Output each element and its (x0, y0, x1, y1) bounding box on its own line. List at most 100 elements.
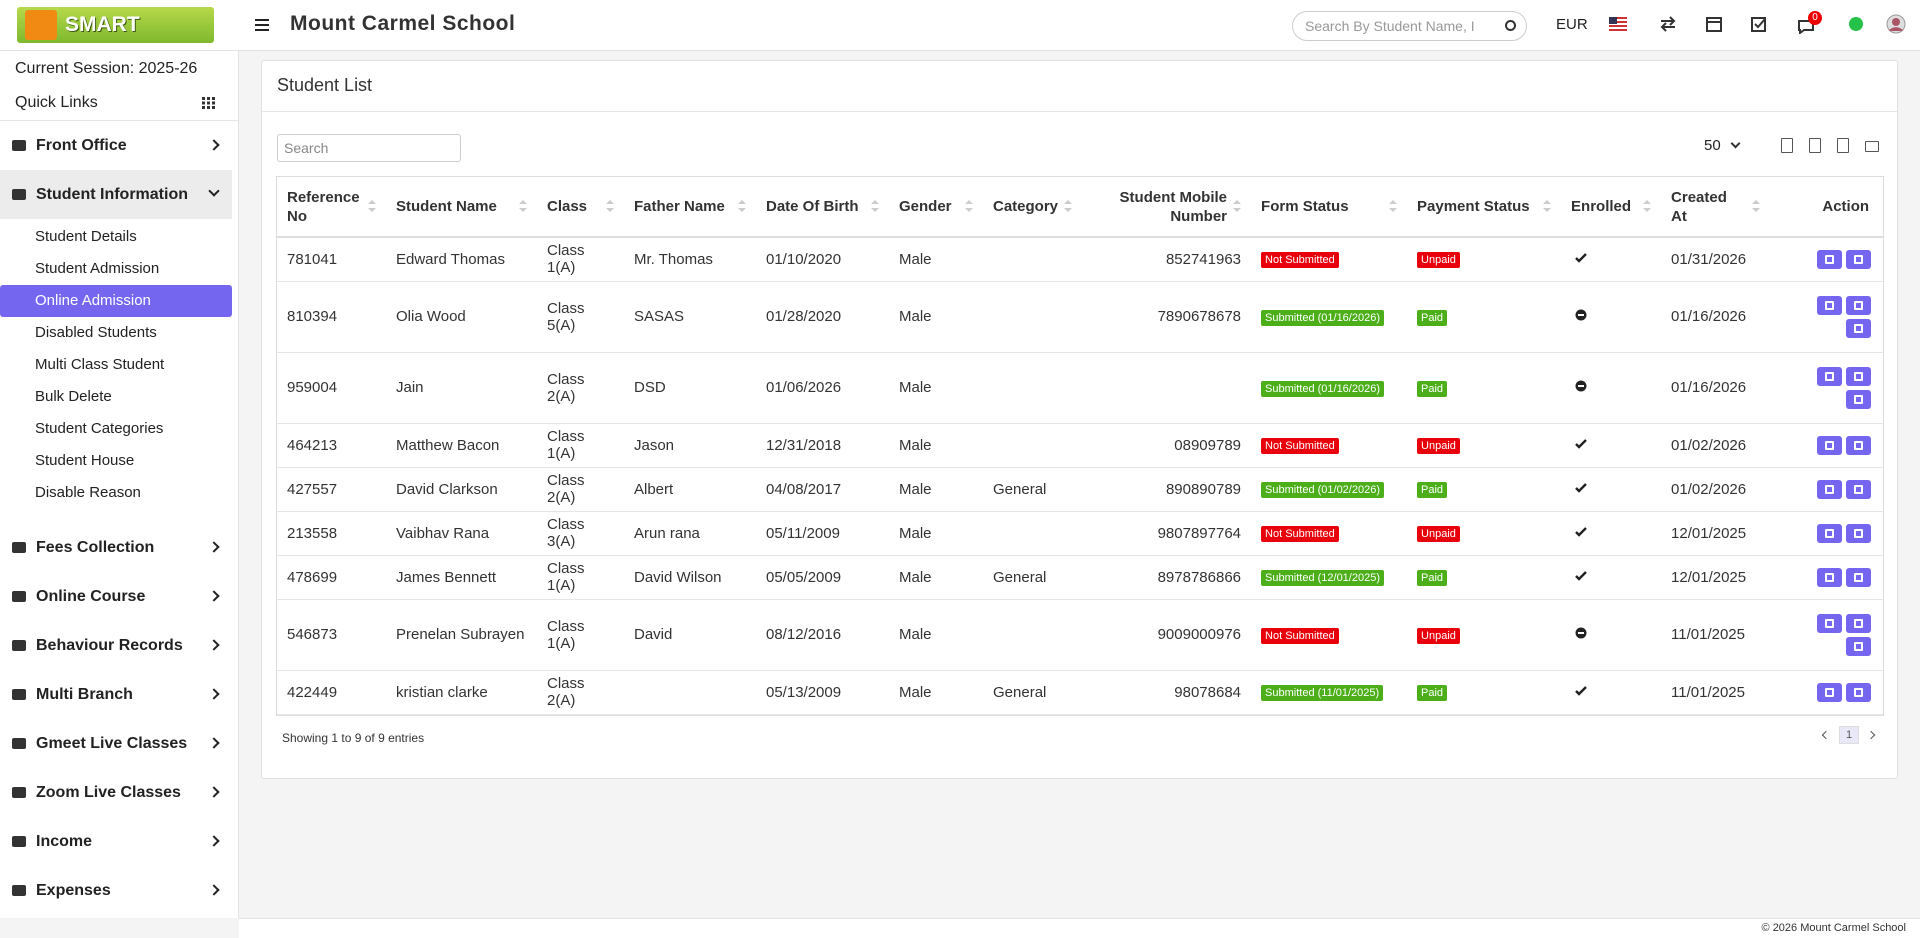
cell: kristian clarke (386, 670, 537, 715)
column-header[interactable]: Student Mobile Number (1082, 177, 1252, 238)
cell: 01/06/2026 (756, 352, 889, 424)
column-header[interactable]: Payment Status (1407, 177, 1562, 238)
export-csv[interactable] (1809, 138, 1821, 153)
submenu-item[interactable]: Disabled Students (35, 324, 157, 341)
menu-item[interactable]: Online Course (0, 572, 238, 621)
delete-button[interactable] (1846, 435, 1872, 455)
avatar[interactable] (1886, 14, 1906, 34)
print-button[interactable] (1817, 479, 1843, 499)
column-header[interactable]: Student Name (386, 177, 537, 238)
submenu-item[interactable]: Bulk Delete (35, 388, 112, 405)
print-button[interactable] (1817, 523, 1843, 543)
menu-item[interactable]: Zoom Live Classes (0, 768, 238, 817)
submenu-item[interactable]: Student House (35, 452, 135, 469)
edit-button[interactable] (1846, 295, 1872, 315)
calendar-icon[interactable] (1705, 16, 1723, 32)
submenu-item[interactable]: Student Admission (35, 260, 160, 277)
menu-item[interactable]: Multi Branch (0, 670, 238, 719)
quick-links[interactable]: Quick Links (0, 86, 238, 120)
column-header[interactable]: Created At (1661, 177, 1771, 238)
current-session[interactable]: Current Session: 2025-26 (15, 60, 198, 77)
column-label: Enrolled (1571, 198, 1632, 215)
edit-button[interactable] (1846, 613, 1872, 633)
submenu-item[interactable]: Student Categories (35, 420, 164, 437)
edit-button[interactable] (1846, 366, 1872, 386)
column-header[interactable]: Enrolled (1561, 177, 1662, 238)
column-header[interactable]: Reference No (277, 177, 386, 238)
logo[interactable]: SMART SCHOOL (17, 7, 214, 72)
cell: SASAS (624, 281, 756, 353)
column-header[interactable]: Action (1770, 177, 1884, 238)
prev-page[interactable] (1821, 730, 1831, 740)
column-header[interactable]: Gender (889, 177, 983, 238)
submenu-item[interactable]: Disable Reason (35, 484, 141, 501)
submenu-item[interactable]: Multi Class Student (35, 356, 165, 373)
delete-button[interactable] (1846, 636, 1872, 656)
task-icon[interactable] (1750, 16, 1768, 32)
print-button[interactable] (1817, 249, 1843, 269)
print-button[interactable] (1817, 366, 1843, 386)
column-header[interactable]: Father Name (624, 177, 756, 238)
menu-toggle[interactable] (255, 19, 269, 31)
export-pdf[interactable] (1837, 138, 1849, 153)
submenu-item[interactable]: Online Admission (0, 285, 232, 317)
cell: Paid (1407, 670, 1562, 715)
column-header[interactable]: Class (537, 177, 624, 238)
menu-icon (12, 885, 26, 896)
menu-item[interactable]: QR Code Attendance (0, 915, 238, 918)
next-page[interactable] (1866, 730, 1876, 740)
delete-button[interactable] (1846, 567, 1872, 587)
column-header[interactable]: Date Of Birth (756, 177, 889, 238)
cell: 9009000976 (1082, 599, 1252, 671)
menu-item[interactable]: Fees Collection (0, 523, 238, 572)
cell: Submitted (01/02/2026) (1251, 467, 1408, 512)
menu-item[interactable]: Expenses (0, 866, 238, 915)
print[interactable] (1865, 141, 1879, 152)
cell: 11/01/2025 (1661, 670, 1771, 715)
print-button[interactable] (1817, 567, 1843, 587)
column-header[interactable]: Category (983, 177, 1083, 238)
print-button[interactable] (1817, 682, 1843, 702)
cell: 781041 (277, 237, 386, 282)
page-size[interactable]: 50 (1704, 137, 1741, 154)
menu-item[interactable]: Gmeet Live Classes (0, 719, 238, 768)
currency[interactable]: EUR (1556, 16, 1588, 33)
export-excel[interactable] (1781, 138, 1793, 153)
mobile: 08909789 (1174, 436, 1242, 454)
delete-button[interactable] (1846, 249, 1872, 269)
delete-button[interactable] (1846, 523, 1872, 543)
delete-icon (1854, 440, 1864, 450)
menu-item[interactable]: Income (0, 817, 238, 866)
cell: Submitted (11/01/2025) (1251, 670, 1408, 715)
print-button[interactable] (1817, 435, 1843, 455)
cell: 08909789 (1082, 423, 1252, 468)
father-name: SASAS (634, 308, 685, 325)
switch-icon[interactable] (1659, 16, 1677, 32)
delete-button[interactable] (1846, 479, 1872, 499)
delete-button[interactable] (1846, 389, 1872, 409)
sort-down (1752, 208, 1761, 212)
print-button[interactable] (1817, 295, 1843, 315)
table-search[interactable]: Search (277, 134, 461, 162)
print-button[interactable] (1817, 613, 1843, 633)
cell: Prenelan Subrayen (386, 599, 537, 671)
page-number[interactable]: 1 (1839, 726, 1859, 744)
submenu-item[interactable]: Student Details (35, 228, 137, 245)
column-header[interactable]: Form Status (1251, 177, 1408, 238)
enrolled-check (1575, 252, 1587, 263)
menu-item[interactable]: Behaviour Records (0, 621, 238, 670)
menu-icon (12, 787, 26, 798)
menu-item[interactable]: Front Office (0, 121, 238, 170)
student-search[interactable]: Search By Student Name, I (1292, 11, 1527, 41)
flag-icon[interactable] (1609, 16, 1627, 32)
reference-no: 464213 (287, 436, 338, 454)
sort-down (1233, 208, 1242, 212)
delete-button[interactable] (1846, 682, 1872, 702)
cell: David (624, 599, 756, 671)
sort-up (1643, 200, 1652, 204)
delete-button[interactable] (1846, 318, 1872, 338)
menu-item[interactable]: Student Information (0, 170, 232, 219)
reference-no: 546873 (287, 626, 338, 643)
menu-label: Zoom Live Classes (36, 784, 181, 801)
whatsapp-icon[interactable] (1847, 16, 1865, 32)
